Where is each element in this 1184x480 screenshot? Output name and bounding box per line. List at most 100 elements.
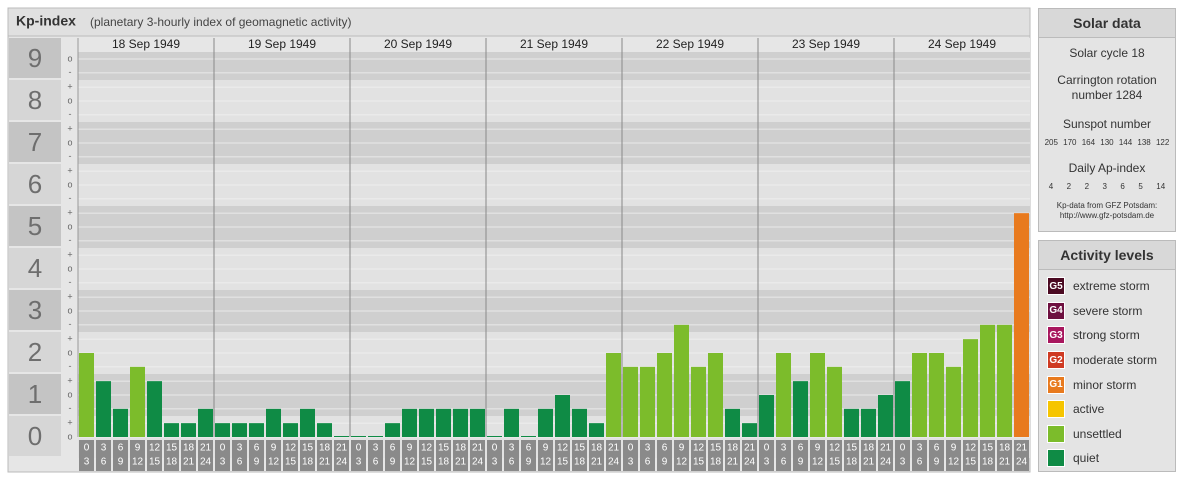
- bar: [589, 423, 604, 437]
- hour-to: 12: [948, 457, 960, 468]
- hour-box: [470, 440, 485, 471]
- hour-box: [215, 440, 230, 471]
- hour-box: [742, 440, 757, 471]
- bar: [487, 436, 502, 437]
- hour-from: 0: [220, 443, 226, 454]
- level-list: G5 extreme storm G4 severe storm G3 strong st…: [1039, 270, 1175, 471]
- y-minor-label: o: [67, 263, 72, 273]
- hour-to: 6: [373, 457, 379, 468]
- hour-from: 21: [608, 443, 620, 454]
- hour-from: 15: [166, 443, 178, 454]
- y-minor-label: o: [67, 221, 72, 231]
- hour-to: 3: [764, 457, 770, 468]
- bar: [504, 408, 519, 437]
- ap-value: 6: [1120, 182, 1125, 191]
- hour-to: 15: [829, 457, 841, 468]
- hour-from: 0: [764, 443, 770, 454]
- legend-swatch: G5: [1047, 277, 1065, 296]
- legend-item: G1 minor storm: [1039, 372, 1175, 397]
- y-minor-label: +: [67, 292, 72, 302]
- bar: [147, 381, 162, 437]
- hour-box: [589, 440, 604, 471]
- hour-to: 21: [863, 457, 875, 468]
- hour-to: 6: [917, 457, 923, 468]
- hour-box: [402, 440, 417, 471]
- hour-from: 6: [662, 443, 668, 454]
- hour-box: [759, 440, 774, 471]
- y-minor-label: o: [67, 389, 72, 399]
- hour-from: 12: [829, 443, 841, 454]
- hour-from: 6: [526, 443, 532, 454]
- y-tick-label: 2: [28, 337, 42, 367]
- chart-title: Kp-index: [16, 13, 76, 29]
- chart-subtitle: (planetary 3-hourly index of geomagnetic…: [90, 15, 351, 29]
- hour-box: [198, 440, 213, 471]
- hour-to: 9: [526, 457, 532, 468]
- date-label: 23 Sep 1949: [792, 37, 860, 51]
- y-minor-label: +: [67, 418, 72, 428]
- y-minor-label: +: [67, 376, 72, 386]
- hour-to: 21: [319, 457, 331, 468]
- source-url: http://www.gfz-potsdam.de: [1059, 211, 1155, 220]
- bar: [249, 423, 264, 437]
- hour-box: [249, 440, 264, 471]
- y-minor-label: +: [67, 208, 72, 218]
- hour-from: 3: [101, 443, 107, 454]
- ap-value: 14: [1156, 182, 1166, 191]
- y-minor-label: -: [69, 67, 72, 77]
- hour-from: 9: [135, 443, 141, 454]
- hour-to: 24: [744, 457, 756, 468]
- hour-to: 9: [254, 457, 260, 468]
- hour-box: [793, 440, 808, 471]
- y-minor-label: +: [67, 124, 72, 134]
- hour-from: 9: [271, 443, 277, 454]
- legend-badge: G5: [1049, 280, 1063, 292]
- legend-swatch: [1047, 424, 1065, 443]
- legend-swatch: G3: [1047, 326, 1065, 345]
- legend-label: moderate storm: [1073, 353, 1158, 368]
- hour-to: 18: [846, 457, 858, 468]
- y-minor-label: +: [67, 82, 72, 92]
- bar: [725, 408, 740, 437]
- source: Kp-data from GFZ Potsdam: http://www.gfz-…: [1039, 201, 1175, 221]
- hour-from: 21: [472, 443, 484, 454]
- hour-from: 6: [118, 443, 124, 454]
- hour-box: [912, 440, 927, 471]
- hour-to: 18: [982, 457, 994, 468]
- legend-label: minor storm: [1073, 377, 1137, 392]
- hour-to: 18: [302, 457, 314, 468]
- hour-from: 0: [84, 443, 90, 454]
- hour-from: 3: [645, 443, 651, 454]
- legend-item: active: [1039, 397, 1175, 422]
- y-minor-label: +: [67, 334, 72, 344]
- bar: [113, 408, 128, 437]
- ap-value: 2: [1066, 182, 1072, 191]
- hour-box: [1014, 440, 1029, 471]
- hour-box: [368, 440, 383, 471]
- hour-from: 3: [237, 443, 243, 454]
- hour-from: 12: [693, 443, 705, 454]
- bar: [232, 423, 247, 437]
- hour-to: 24: [336, 457, 348, 468]
- hour-to: 3: [628, 457, 634, 468]
- y-label-cell: [9, 290, 61, 330]
- legend-swatch: [1047, 400, 1065, 419]
- legend-item: G5 extreme storm: [1039, 274, 1175, 299]
- hour-to: 24: [1016, 457, 1028, 468]
- y-minor-label: -: [69, 109, 72, 119]
- hour-to: 15: [965, 457, 977, 468]
- sunspot-values: 205 170 164 130 144 138 122: [1042, 138, 1172, 147]
- bar: [300, 408, 315, 437]
- bar: [691, 366, 706, 437]
- date-label: 21 Sep 1949: [520, 37, 588, 51]
- hour-box: [283, 440, 298, 471]
- hour-box: [980, 440, 995, 471]
- bar: [963, 339, 978, 437]
- hour-to: 3: [900, 457, 906, 468]
- hour-box: [487, 440, 502, 471]
- hour-to: 21: [591, 457, 603, 468]
- bar: [878, 395, 893, 437]
- y-tick-label: 8: [28, 85, 42, 115]
- sunspot-value: 130: [1100, 138, 1114, 147]
- panel-title: Solar data: [1039, 9, 1175, 38]
